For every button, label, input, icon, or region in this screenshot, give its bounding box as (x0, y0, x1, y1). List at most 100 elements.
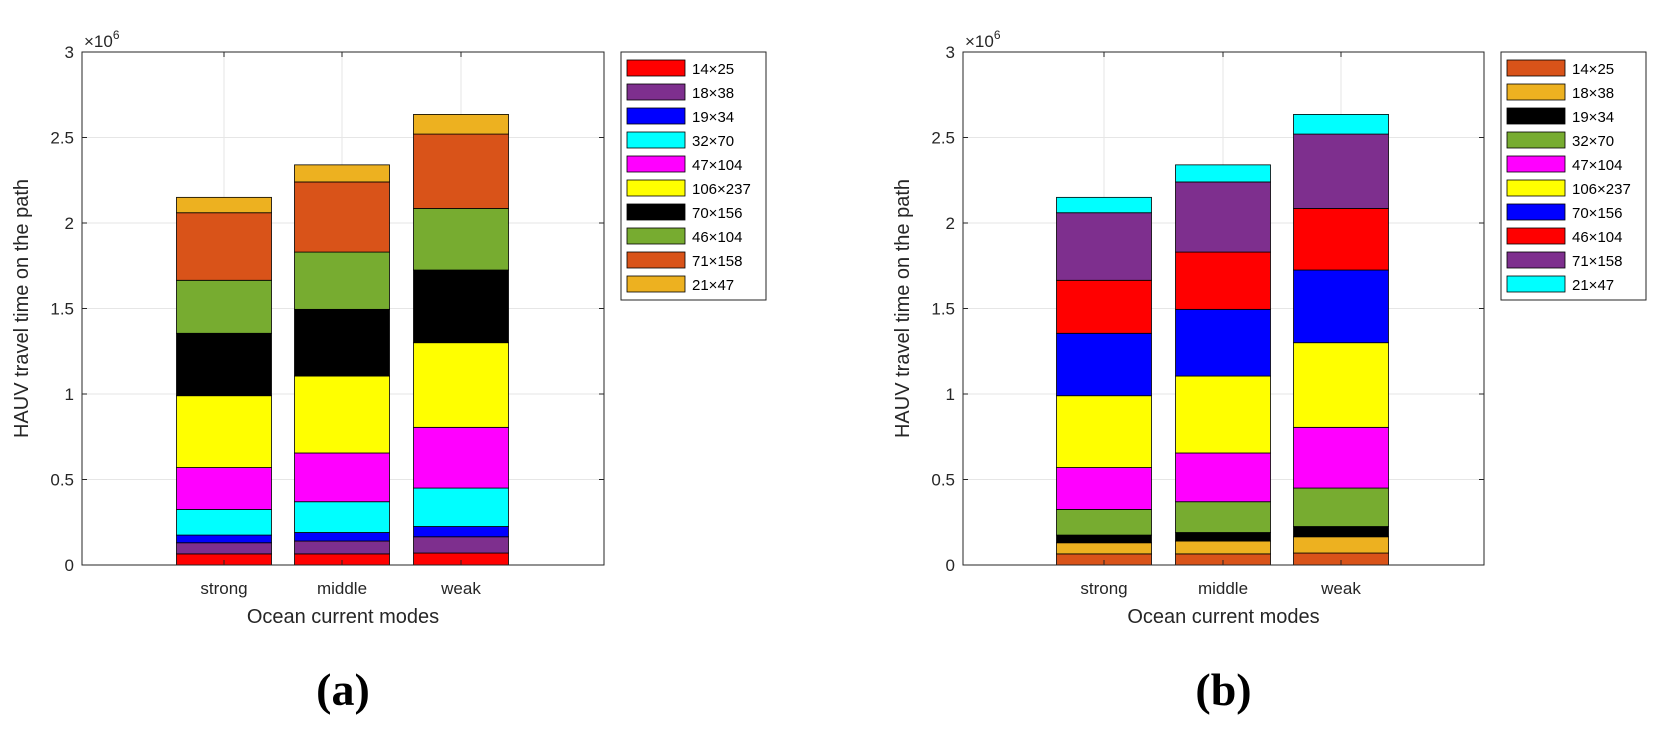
bar-segment (294, 540, 390, 555)
legend-swatch (626, 203, 686, 221)
legend-swatch (1506, 203, 1566, 221)
y-exponent-power: 6 (994, 28, 1001, 42)
legend-label: 18×38 (692, 85, 734, 102)
bar-segment (294, 164, 390, 183)
legend-label: 71×158 (692, 253, 742, 270)
legend-label: 106×237 (692, 181, 751, 198)
legend: 14×25 18×38 19×34 32×70 47×104 106×237 70×156 4… (620, 51, 767, 301)
bar-segment (1056, 534, 1152, 544)
bar-segment (1293, 526, 1389, 538)
legend-swatch (1506, 107, 1566, 125)
y-tick-label: 2 (65, 214, 74, 233)
legend-label: 71×158 (1572, 253, 1622, 270)
bar-segment (1056, 332, 1152, 397)
y-tick-label: 1 (946, 385, 955, 404)
y-axis-title: HAUV travel time on the path (11, 179, 33, 438)
bar-segment (1293, 208, 1389, 271)
bar-segment (413, 526, 509, 538)
bar-segment (294, 308, 390, 377)
bar-segment (176, 467, 272, 510)
bar-segment (413, 114, 509, 135)
y-tick-label: 0.5 (931, 471, 955, 490)
legend-swatch (1506, 155, 1566, 173)
legend-label: 32×70 (1572, 133, 1614, 150)
y-exponent-power: 6 (113, 28, 120, 42)
legend-label: 18×38 (1572, 85, 1614, 102)
bar-segment (1175, 375, 1271, 454)
legend-label: 47×104 (692, 157, 742, 174)
y-axis-title: HAUV travel time on the path (892, 179, 914, 438)
legend-swatch (1506, 179, 1566, 197)
y-exponent-label: ×106 (965, 28, 1001, 51)
bar-segment (176, 279, 272, 334)
x-tick-label: weak (440, 579, 481, 598)
legend-swatch (626, 59, 686, 77)
bar-segment (294, 532, 390, 542)
bar-segment (1175, 532, 1271, 542)
bar-segment (1175, 308, 1271, 377)
y-tick-label: 1 (65, 385, 74, 404)
bar-segment (1293, 487, 1389, 527)
legend-swatch (626, 227, 686, 245)
x-tick-label: strong (1080, 579, 1127, 598)
x-axis-title: Ocean current modes (247, 606, 439, 628)
y-tick-label: 1.5 (50, 300, 74, 319)
bar-segment (1056, 196, 1152, 214)
legend-swatch (626, 131, 686, 149)
legend-swatch (1506, 131, 1566, 149)
x-tick-label: middle (1198, 579, 1248, 598)
legend-swatch (626, 155, 686, 173)
y-exponent-base: ×10 (84, 32, 113, 51)
bar-segment (1175, 164, 1271, 183)
bar-segment (413, 342, 509, 428)
bar-segment (1175, 181, 1271, 253)
bar-segment (294, 251, 390, 310)
legend-swatch (1506, 251, 1566, 269)
legend-swatch (1506, 275, 1566, 293)
bar-segment (1056, 467, 1152, 510)
bar-segment (1056, 212, 1152, 281)
bar-segment (1293, 536, 1389, 554)
legend-swatch (1506, 59, 1566, 77)
bar-segment (1175, 540, 1271, 555)
y-tick-label: 1.5 (931, 300, 955, 319)
bar-segment (1293, 269, 1389, 344)
bar-segment (176, 395, 272, 468)
bar-segment (176, 212, 272, 281)
legend-label: 32×70 (692, 133, 734, 150)
legend-label: 106×237 (1572, 181, 1631, 198)
legend-swatch (626, 275, 686, 293)
legend-swatch (626, 83, 686, 101)
legend-label: 21×47 (1572, 277, 1614, 294)
legend-swatch (626, 107, 686, 125)
y-tick-label: 0.5 (50, 471, 74, 490)
y-tick-label: 2.5 (50, 129, 74, 148)
legend-label: 19×34 (692, 109, 734, 126)
y-exponent-label: ×106 (84, 28, 120, 51)
x-axis-title: Ocean current modes (1127, 606, 1319, 628)
bar-segment (1293, 114, 1389, 135)
legend-label: 14×25 (692, 61, 734, 78)
y-tick-label: 3 (65, 43, 74, 62)
legend-swatch (626, 179, 686, 197)
bar-segment (1056, 542, 1152, 555)
legend-label: 21×47 (692, 277, 734, 294)
bar-segment (413, 536, 509, 554)
bar-segment (413, 208, 509, 271)
x-tick-label: middle (317, 579, 367, 598)
panel-label: (b) (1195, 664, 1251, 715)
chart-panel-0: 0 0.5 1 1.5 2 2.5 3 strong middle weak ×106 Ocean c… (11, 28, 767, 715)
legend-label: 14×25 (1572, 61, 1614, 78)
legend-label: 47×104 (1572, 157, 1622, 174)
bar-segment (1293, 426, 1389, 489)
bar-segment (1175, 452, 1271, 503)
legend-swatch (1506, 227, 1566, 245)
legend-swatch (1506, 83, 1566, 101)
bar-segment (413, 133, 509, 209)
bar-segment (1293, 342, 1389, 428)
bar-segment (176, 534, 272, 544)
legend-label: 19×34 (1572, 109, 1614, 126)
bar-segment (294, 181, 390, 253)
